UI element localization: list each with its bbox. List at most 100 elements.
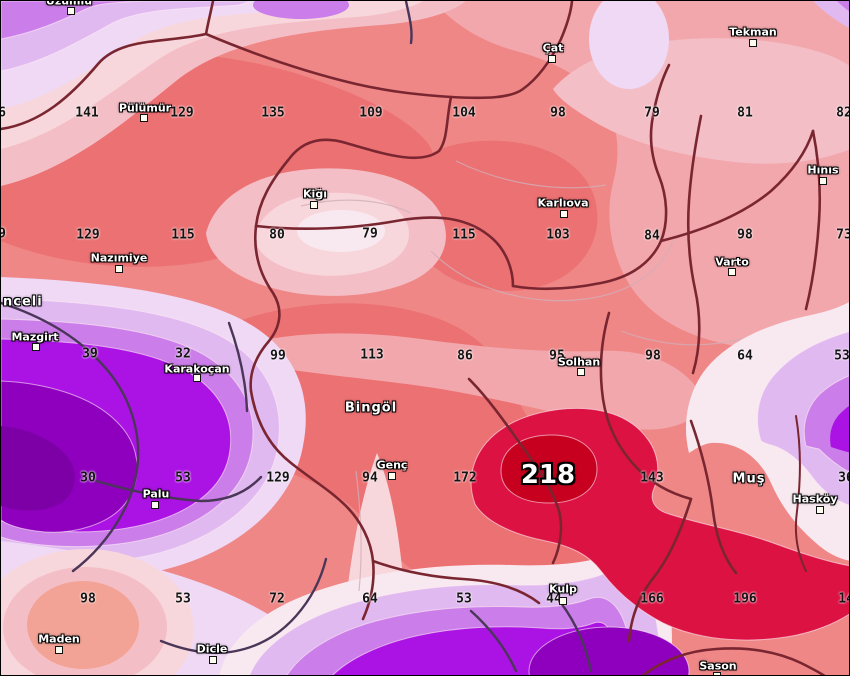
town-label-karlıova: Karlıova: [537, 196, 589, 210]
grid-value: 109: [359, 105, 383, 121]
town-marker-hınıs-icon: [819, 177, 827, 185]
town-marker-karlıova-icon: [560, 210, 568, 218]
town-marker-maden-icon: [55, 646, 63, 654]
grid-value: 80: [269, 227, 285, 243]
grid-value: 53: [175, 470, 191, 486]
town-marker-solhan-icon: [577, 368, 585, 376]
grid-value: 141: [75, 105, 99, 121]
grid-value: 113: [360, 347, 384, 363]
grid-value: 79: [362, 226, 378, 242]
grid-value-partial: 148: [838, 591, 849, 607]
grid-value-partial: 36: [838, 470, 849, 486]
town-marker-mazgirt-icon: [32, 343, 40, 351]
contour-tr-orchid: [837, 1, 849, 12]
town-marker-sason-icon: [713, 672, 721, 675]
contour-west-purple-darkest: [1, 426, 75, 511]
town-label-hınıs: Hınıs: [807, 163, 839, 177]
grid-value: 115: [452, 227, 476, 243]
town-label-varto: Varto: [715, 255, 749, 269]
grid-value: 30: [80, 470, 96, 486]
grid-value: 64: [737, 348, 753, 364]
town-label-çat: Çat: [542, 41, 564, 55]
town-label-solhan: Solhan: [557, 355, 601, 369]
max-value-label: 218: [520, 460, 576, 490]
contour-deep-karliova: [406, 140, 598, 291]
grid-value: 99: [270, 348, 286, 364]
grid-value: 95: [549, 348, 565, 364]
town-label-nazımiye: Nazımiye: [90, 251, 148, 265]
province-label-muş: Muş: [732, 471, 766, 487]
town-marker-üzümlü-icon: [67, 7, 75, 15]
contour-kigi-core: [297, 210, 385, 252]
town-marker-kiğı-icon: [310, 201, 318, 209]
contour-east-lavender: [757, 331, 849, 506]
town-label-kiğı: Kiğı: [303, 187, 327, 201]
town-label-kulp: Kulp: [549, 582, 577, 596]
grid-value: 79: [644, 105, 660, 121]
grid-value: 196: [733, 591, 757, 607]
town-label-sason: Sason: [699, 659, 737, 673]
grid-value: 104: [452, 105, 476, 121]
contour-south-purple-deep: [528, 626, 690, 675]
grid-value: 84: [644, 228, 660, 244]
town-marker-dicle-icon: [209, 656, 217, 664]
town-label-üzümlü: Üzümlü: [45, 0, 93, 8]
admin-borders: [1, 1, 826, 675]
grid-value: 32: [175, 346, 191, 362]
grid-value-partial: 6: [1, 106, 6, 121]
town-marker-tekman-icon: [749, 39, 757, 47]
grid-value: 143: [640, 470, 664, 486]
town-label-hasköy: Hasköy: [792, 492, 838, 506]
contour-lavpocket-top: [589, 1, 669, 89]
grid-value: 72: [269, 591, 285, 607]
town-marker-genç-icon: [388, 472, 396, 480]
province-label-bingöl: Bingöl: [344, 400, 398, 416]
town-marker-nazımiye-icon: [115, 265, 123, 273]
town-label-maden: Maden: [38, 632, 80, 646]
province-label-nceli: nceli: [3, 294, 43, 310]
town-marker-çat-icon: [548, 55, 556, 63]
grid-value-partial: 82: [836, 105, 849, 121]
town-marker-kulp-icon: [559, 597, 567, 605]
grid-value: 103: [546, 227, 570, 243]
town-marker-varto-icon: [728, 268, 736, 276]
grid-value: 94: [362, 470, 378, 486]
town-label-palu: Palu: [142, 487, 170, 501]
grid-value: 98: [737, 227, 753, 243]
grid-value: 98: [550, 105, 566, 121]
grid-value: 129: [76, 227, 100, 243]
grid-value: 166: [640, 591, 664, 607]
grid-value: 129: [266, 470, 290, 486]
contour-tl-purple-tongue: [253, 1, 349, 19]
grid-value: 115: [171, 227, 195, 243]
grid-value: 86: [457, 348, 473, 364]
contour-tr-lavender: [813, 1, 849, 28]
town-label-tekman: Tekman: [729, 25, 777, 39]
grid-value: 81: [737, 105, 753, 121]
grid-value: 135: [261, 105, 285, 121]
town-label-karakoçan: Karakoçan: [164, 362, 230, 376]
town-marker-pülümür-icon: [140, 114, 148, 122]
contour-east-purple: [830, 406, 849, 453]
grid-value: 98: [80, 591, 96, 607]
town-marker-karakoçan-icon: [193, 374, 201, 382]
town-marker-hasköy-icon: [816, 506, 824, 514]
grid-value: 172: [453, 470, 477, 486]
grid-value: 39: [82, 346, 98, 362]
contour-pink-corridor: [249, 333, 701, 430]
contour-tl-orchid: [1, 1, 140, 40]
town-label-mazgirt: Mazgirt: [11, 330, 59, 344]
town-label-genç: Genç: [376, 458, 408, 472]
grid-value: 129: [170, 105, 194, 121]
town-label-dicle: Dicle: [196, 642, 228, 656]
grid-value: 98: [645, 348, 661, 364]
grid-value: 53: [456, 591, 472, 607]
grid-value: 53: [175, 591, 191, 607]
grid-value-partial: 53: [834, 348, 850, 364]
grid-value-partial: 9: [1, 227, 6, 242]
town-label-pülümür: Pülümür: [118, 101, 172, 115]
grid-value-partial: 73: [836, 227, 849, 243]
grid-value: 64: [362, 591, 378, 607]
